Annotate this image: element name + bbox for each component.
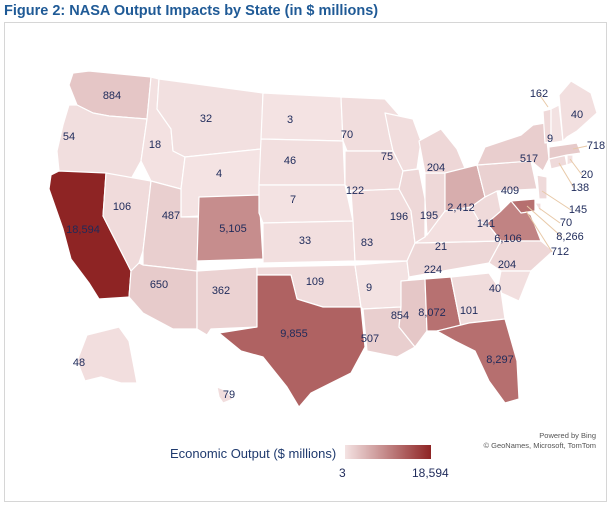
state-value-wy: 4 — [216, 168, 222, 180]
state-value-va: 6,106 — [494, 233, 522, 245]
state-sd — [258, 138, 346, 186]
leader-line-ct — [558, 162, 575, 189]
state-value-wa: 884 — [103, 90, 121, 102]
state-fl — [436, 318, 520, 404]
state-value-mn: 70 — [341, 129, 353, 141]
state-value-hi: 79 — [223, 389, 235, 401]
state-value-ca: 18,594 — [66, 224, 100, 236]
state-value-nh: 9 — [547, 133, 553, 145]
state-tn — [406, 240, 502, 278]
state-nm — [196, 266, 258, 336]
state-value-oh: 2,412 — [447, 202, 475, 214]
legend-min-label: 3 — [339, 466, 346, 480]
state-value-ma: 718 — [587, 140, 605, 152]
state-value-ky: 21 — [435, 241, 447, 253]
leader-line-ri — [569, 158, 583, 176]
state-value-ne: 7 — [290, 194, 296, 206]
state-az — [128, 262, 198, 330]
map-frame: 884 54 18,594 106 18 32 4 487 5,105 650 362 3 46 7 33 1… — [4, 22, 607, 502]
state-value-ok: 109 — [306, 276, 324, 288]
state-value-wv: 141 — [477, 218, 495, 230]
state-ri — [566, 154, 574, 166]
state-ma — [548, 142, 582, 160]
leader-line-md — [526, 205, 563, 238]
legend-title: Economic Output ($ millions) — [170, 446, 337, 461]
leader-line-vt — [538, 93, 549, 108]
state-md — [510, 198, 536, 214]
state-me — [558, 80, 598, 142]
state-value-vt: 162 — [530, 88, 548, 100]
figure-title: Figure 2: NASA Output Impacts by State (… — [4, 3, 379, 19]
state-value-dc: 712 — [551, 246, 569, 258]
state-tx — [218, 274, 366, 408]
state-value-al: 8,072 — [418, 307, 446, 319]
state-value-mo: 83 — [361, 237, 373, 249]
state-value-wi: 75 — [381, 151, 393, 163]
state-value-in: 195 — [420, 210, 438, 222]
state-value-nm: 362 — [212, 285, 230, 297]
legend-color-ramp — [345, 445, 431, 459]
state-value-ri: 20 — [581, 169, 593, 181]
attribution-credits: © GeoNames, Microsoft, TomTom — [483, 441, 597, 450]
state-value-nv: 106 — [113, 201, 131, 213]
state-value-mi: 204 — [427, 162, 445, 174]
state-value-ks: 33 — [299, 235, 311, 247]
state-nd — [260, 92, 344, 142]
state-value-pa: 409 — [501, 185, 519, 197]
state-value-nc: 204 — [498, 259, 516, 271]
state-value-tn: 224 — [424, 264, 442, 276]
state-value-ct: 138 — [571, 182, 589, 194]
state-value-tx: 9,855 — [280, 328, 308, 340]
state-value-sc: 40 — [489, 283, 501, 295]
state-value-nj: 145 — [569, 204, 587, 216]
state-value-co: 5,105 — [219, 223, 247, 235]
state-value-mt: 32 — [200, 113, 212, 125]
state-value-sd: 46 — [284, 155, 296, 167]
state-value-ia: 122 — [346, 185, 364, 197]
state-value-ga: 101 — [460, 305, 478, 317]
state-ak — [76, 326, 138, 384]
state-ne — [258, 184, 354, 224]
state-value-nd: 3 — [287, 114, 293, 126]
state-value-ar: 9 — [366, 282, 372, 294]
leader-line-nj — [541, 190, 572, 211]
us-map: 884 54 18,594 106 18 32 4 487 5,105 650 362 3 46 7 33 1… — [48, 70, 605, 408]
state-value-de: 70 — [560, 217, 572, 229]
leader-line-ma — [572, 145, 588, 150]
state-value-il: 196 — [390, 211, 408, 223]
state-value-id: 18 — [149, 139, 161, 151]
state-value-fl: 8,297 — [486, 354, 514, 366]
state-value-la: 507 — [361, 333, 379, 345]
map-attribution: Powered by Bing © GeoNames, Microsoft, T… — [484, 431, 597, 451]
state-value-ut: 487 — [162, 210, 180, 222]
legend-max-label: 18,594 — [412, 466, 449, 480]
leader-line-dc — [525, 210, 553, 253]
state-value-me: 40 — [571, 109, 583, 121]
state-ga — [450, 272, 506, 328]
state-value-ms: 854 — [391, 310, 409, 322]
attribution-powered-by: Powered by Bing — [539, 431, 596, 440]
leader-line-de — [538, 207, 561, 224]
state-value-ak: 48 — [73, 357, 85, 369]
state-value-ny: 517 — [520, 153, 538, 165]
state-value-md: 8,266 — [556, 231, 584, 243]
state-nj — [536, 174, 548, 200]
state-value-az: 650 — [150, 279, 168, 291]
state-value-or: 54 — [63, 131, 75, 143]
state-hi — [216, 386, 234, 404]
state-sc — [496, 270, 532, 302]
state-de — [534, 202, 542, 214]
